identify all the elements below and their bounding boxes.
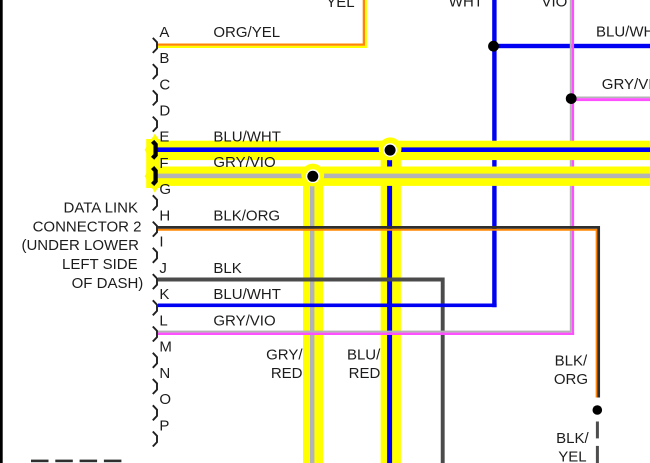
- svg-text:GRY/VIO: GRY/VIO: [213, 154, 275, 171]
- svg-text:N: N: [159, 365, 170, 382]
- svg-text:RED: RED: [271, 365, 303, 382]
- svg-text:I: I: [159, 234, 163, 251]
- svg-text:G: G: [159, 181, 171, 198]
- svg-text:YEL: YEL: [326, 0, 354, 11]
- svg-text:BLK/: BLK/: [555, 353, 588, 370]
- svg-text:O: O: [159, 391, 171, 408]
- svg-text:BLK/ORG: BLK/ORG: [213, 207, 280, 224]
- svg-text:LEFT SIDE: LEFT SIDE: [62, 256, 138, 273]
- svg-text:M: M: [159, 339, 172, 356]
- svg-text:BLU/: BLU/: [347, 347, 381, 364]
- svg-text:DATA LINK: DATA LINK: [64, 199, 138, 216]
- svg-text:BLU/WHT: BLU/WHT: [213, 286, 281, 303]
- svg-text:BLU/WHT: BLU/WHT: [596, 24, 650, 41]
- svg-text:ORG: ORG: [554, 371, 588, 388]
- svg-text:E: E: [159, 129, 169, 146]
- svg-text:YEL: YEL: [558, 449, 586, 463]
- svg-text:(UNDER LOWER: (UNDER LOWER: [21, 237, 139, 254]
- svg-text:GRY/VIO: GRY/VIO: [602, 76, 650, 93]
- svg-text:K: K: [159, 286, 169, 303]
- svg-text:WHT: WHT: [449, 0, 483, 11]
- svg-text:BLK: BLK: [213, 260, 241, 277]
- svg-text:VIO: VIO: [542, 0, 568, 11]
- svg-text:F: F: [159, 155, 168, 172]
- svg-text:BLK/: BLK/: [556, 430, 589, 447]
- svg-text:GRY/: GRY/: [266, 347, 303, 364]
- svg-text:A: A: [159, 24, 169, 41]
- svg-text:J: J: [159, 260, 167, 277]
- svg-text:CONNECTOR 2: CONNECTOR 2: [33, 218, 142, 235]
- svg-text:L: L: [159, 312, 167, 329]
- svg-text:GRY/VIO: GRY/VIO: [213, 312, 275, 329]
- svg-text:D: D: [159, 103, 170, 120]
- svg-text:B: B: [159, 50, 169, 67]
- svg-text:OF DASH): OF DASH): [72, 275, 144, 292]
- svg-text:BLU/WHT: BLU/WHT: [213, 128, 281, 145]
- svg-text:RED: RED: [349, 365, 381, 382]
- svg-text:C: C: [159, 76, 170, 93]
- svg-text:ORG/YEL: ORG/YEL: [213, 24, 280, 41]
- svg-text:P: P: [159, 417, 169, 434]
- svg-text:H: H: [159, 207, 170, 224]
